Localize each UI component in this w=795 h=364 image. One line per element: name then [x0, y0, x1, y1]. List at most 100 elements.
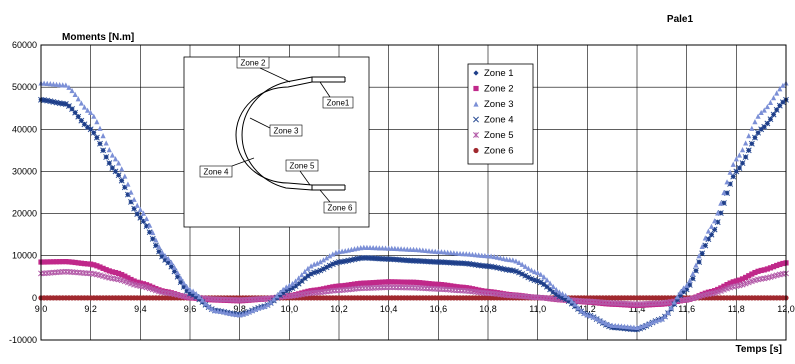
- data-point: [426, 259, 432, 265]
- data-point: [752, 135, 758, 141]
- data-point: [466, 251, 472, 257]
- data-point: [57, 259, 63, 265]
- data-point: [764, 103, 770, 110]
- data-point: [504, 267, 510, 273]
- data-point: [423, 258, 429, 265]
- y-tick-label: -10000: [9, 335, 37, 345]
- y-tick-labels: 60000 50000 40000 30000 20000 10000 0 -10000: [9, 40, 37, 345]
- data-point: [150, 236, 156, 242]
- x-tick-labels: 9,0 9,2 9,4 9,6 9,8 10,0 10,2 10,4 10,6 10,8 11,0 1…: [35, 304, 795, 314]
- data-point: [116, 160, 122, 166]
- data-point: [550, 289, 556, 295]
- data-point: [479, 263, 485, 269]
- data-point: [715, 210, 721, 216]
- x-tick-label: 10,6: [430, 304, 448, 314]
- chart-title: Pale1: [667, 14, 694, 25]
- data-point: [448, 260, 454, 266]
- data-point: [103, 267, 109, 273]
- data-point: [277, 292, 283, 298]
- data-point: [445, 259, 451, 266]
- data-point: [743, 140, 749, 146]
- data-point: [178, 275, 184, 281]
- data-point: [702, 242, 708, 249]
- data-point: [472, 262, 479, 268]
- data-point: [314, 260, 320, 266]
- data-point: [497, 265, 504, 271]
- legend-frame: [467, 63, 534, 165]
- data-point: [320, 257, 327, 263]
- data-point: [75, 114, 81, 120]
- data-point: [339, 283, 345, 289]
- data-point: [603, 320, 609, 326]
- data-point: [519, 271, 525, 277]
- y-axis-label: Moments [N.m]: [62, 32, 134, 43]
- data-point: [134, 202, 140, 208]
- x-tick-label: 9,8: [233, 304, 246, 314]
- legend-item: Zone 2: [473, 84, 514, 95]
- data-point: [159, 249, 165, 255]
- data-point: [389, 279, 395, 285]
- data-point: [53, 99, 60, 106]
- data-point: [125, 181, 131, 187]
- data-point: [758, 267, 764, 274]
- data-point: [621, 323, 628, 329]
- data-point: [386, 256, 392, 262]
- y-tick-label: 0: [32, 293, 37, 303]
- data-point: [351, 256, 358, 262]
- data-point: [774, 107, 780, 113]
- data-point: [314, 287, 320, 293]
- data-point: [268, 299, 274, 305]
- data-point: [556, 293, 562, 300]
- data-point: [103, 140, 109, 146]
- data-point: [491, 253, 497, 260]
- data-point: [181, 280, 187, 286]
- x-tick-label: 11,6: [678, 304, 695, 314]
- data-point: [702, 235, 708, 241]
- data-point: [277, 289, 283, 296]
- data-point: [395, 279, 401, 285]
- data-point: [317, 259, 323, 265]
- data-point: [566, 295, 572, 301]
- data-point: [280, 286, 286, 292]
- data-point: [153, 237, 159, 243]
- data-point: [684, 282, 690, 288]
- data-point: [81, 104, 88, 110]
- y-tick-label: 30000: [12, 166, 37, 176]
- data-point: [755, 113, 761, 119]
- data-point: [541, 274, 547, 280]
- legend-item: Zone 1: [473, 68, 514, 79]
- x-tick-label: 10,2: [330, 304, 348, 314]
- data-point: [718, 285, 724, 291]
- data-point: [358, 255, 364, 261]
- data-point: [69, 87, 75, 94]
- data-point: [75, 260, 81, 266]
- data-point: [140, 210, 147, 216]
- blade-outer-edge: [241, 76, 345, 191]
- data-point: [519, 261, 525, 267]
- data-point: [109, 165, 115, 171]
- data-point: [724, 285, 730, 292]
- data-point: [510, 257, 516, 263]
- data-point: [125, 275, 131, 281]
- legend-item: Zone 5: [473, 130, 514, 141]
- data-point: [538, 279, 544, 285]
- legend-item: Zone 4: [473, 115, 514, 126]
- data-point: [643, 321, 649, 328]
- data-point: [361, 255, 367, 261]
- data-point: [553, 291, 559, 298]
- data-point: [485, 253, 491, 259]
- data-point: [323, 255, 330, 261]
- data-point: [72, 110, 78, 116]
- data-point: [680, 289, 687, 295]
- inset-label-zone4: Zone 4: [204, 168, 229, 177]
- data-point: [420, 247, 426, 253]
- data-point: [53, 259, 60, 265]
- data-point: [516, 269, 522, 276]
- data-point: [168, 264, 174, 270]
- data-point: [404, 257, 410, 264]
- data-point: [106, 146, 112, 153]
- data-point: [274, 293, 280, 299]
- inset-label-zone1: Zone1: [327, 99, 350, 108]
- y-tick-label: 50000: [12, 82, 37, 92]
- data-point: [348, 257, 355, 263]
